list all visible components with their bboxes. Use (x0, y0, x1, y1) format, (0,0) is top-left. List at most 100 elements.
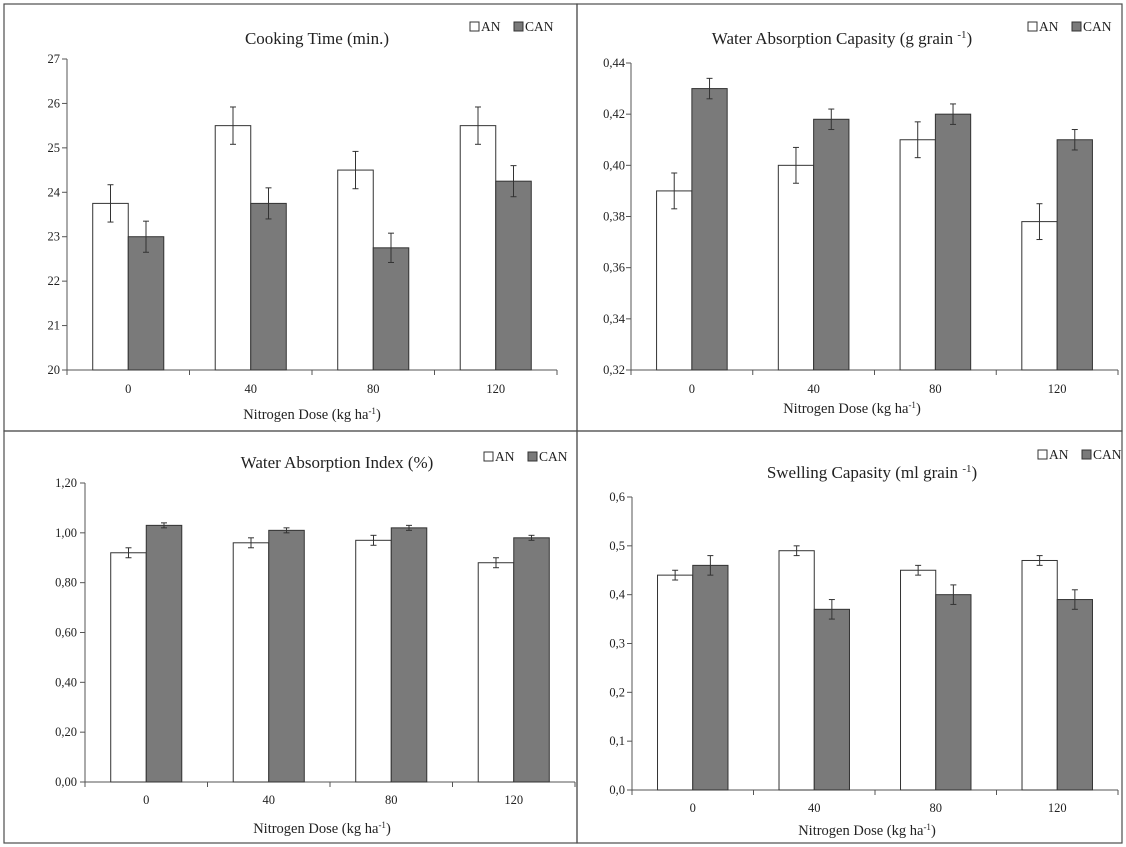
bar-can-0 (692, 564, 729, 791)
bar-an-40 (214, 125, 252, 371)
x-tick-label: 120 (1048, 382, 1067, 396)
bar-can-40 (250, 202, 287, 371)
legend-label-an: AN (495, 449, 515, 464)
bar-an-80 (337, 169, 374, 371)
y-tick-label: 20 (48, 363, 61, 377)
bar-an-40 (778, 550, 815, 791)
legend-label-an: AN (1049, 447, 1069, 462)
y-tick-label: 0,3 (609, 637, 625, 651)
chart-panel-2: 0,32 0,34 0,36 0,38 0,40 0,42 0,44 0 40 80 120 Wate… (576, 3, 1123, 432)
x-axis-label: Nitrogen Dose (kg ha-1) (783, 400, 921, 417)
chart-title: Water Absorption Index (%) (241, 453, 434, 472)
bar-an-80 (900, 569, 937, 791)
bar-an-120 (459, 125, 497, 371)
legend-label-can: CAN (1083, 19, 1112, 34)
y-tick-label: 0,40 (603, 158, 625, 172)
legend-swatch-an (469, 21, 480, 32)
y-tick-label: 0,32 (603, 363, 625, 377)
bar-an-120 (1021, 221, 1058, 371)
bar-can-80 (390, 527, 428, 783)
y-tick-label: 0,2 (609, 685, 625, 699)
bar-can-80 (372, 247, 410, 371)
bar-an-80 (899, 139, 936, 371)
panel-frame (576, 430, 1123, 844)
x-tick-label: 80 (930, 801, 943, 815)
chart-panel-3: 0,00 0,20 0,40 0,60 0,80 1,00 1,20 0 40 80 120 Wate… (3, 430, 578, 844)
legend-swatch-can (513, 21, 524, 32)
y-tick-label: 26 (48, 96, 61, 110)
y-tick-label: 21 (48, 319, 61, 333)
bar-an-80 (355, 539, 392, 783)
bar-an-120 (477, 562, 515, 783)
x-tick-label: 40 (808, 801, 821, 815)
chart-panel-4: 0,0 0,1 0,2 0,3 0,4 0,5 0,6 0 40 80 120 Swelling Ca… (576, 430, 1123, 844)
y-tick-label: 24 (48, 185, 61, 199)
legend-swatch-can (1081, 449, 1092, 460)
bar-can-0 (127, 236, 165, 371)
y-tick-label: 0,6 (609, 490, 625, 504)
x-axis-label: Nitrogen Dose (kg ha-1) (253, 820, 391, 837)
x-tick-label: 120 (1048, 801, 1067, 815)
y-tick-label: 0,20 (55, 725, 77, 739)
y-tick-label: 0,1 (609, 734, 625, 748)
bar-an-40 (232, 542, 270, 783)
chart-title: Water Absorption Capasity (g grain -1) (712, 29, 972, 48)
x-tick-label: 0 (689, 382, 695, 396)
x-axis-label: Nitrogen Dose (kg ha-1) (798, 822, 936, 839)
y-tick-label: 0,44 (603, 56, 626, 70)
x-tick-label: 40 (807, 382, 820, 396)
bar-can-120 (1056, 599, 1093, 791)
legend-swatch-can (527, 451, 538, 462)
x-tick-label: 120 (504, 793, 523, 807)
legend-swatch-an (483, 451, 494, 462)
y-tick-label: 0,34 (603, 312, 626, 326)
y-tick-label: 27 (48, 52, 61, 66)
bar-an-120 (1021, 559, 1058, 791)
x-tick-label: 120 (486, 382, 505, 396)
x-tick-label: 0 (690, 801, 696, 815)
y-tick-label: 0,0 (609, 783, 625, 797)
legend-label-can: CAN (1093, 447, 1122, 462)
x-axis-label: Nitrogen Dose (kg ha-1) (243, 406, 381, 423)
bar-an-0 (110, 552, 147, 783)
y-tick-label: 0,4 (609, 588, 625, 602)
legend-label-can: CAN (539, 449, 568, 464)
legend-label-an: AN (1039, 19, 1059, 34)
y-tick-label: 0,42 (603, 107, 625, 121)
bar-an-0 (657, 574, 694, 791)
y-tick-label: 0,80 (55, 576, 77, 590)
bar-an-0 (656, 190, 693, 371)
y-tick-label: 0,38 (603, 210, 625, 224)
y-tick-label: 1,00 (55, 526, 77, 540)
bar-can-0 (691, 88, 728, 371)
chart-panel-1: 20 21 22 23 24 25 26 27 0 40 80 120 Cooking Time (mi… (3, 3, 578, 432)
y-tick-label: 25 (48, 141, 61, 155)
chart-title: Cooking Time (min.) (245, 29, 389, 48)
chart-title: Swelling Capasity (ml grain -1) (767, 463, 977, 482)
legend-label-can: CAN (525, 19, 554, 34)
y-tick-label: 23 (48, 230, 61, 244)
y-tick-label: 0,5 (609, 539, 625, 553)
bar-an-0 (92, 202, 129, 371)
x-tick-label: 0 (125, 382, 131, 396)
bar-an-40 (777, 164, 815, 371)
y-tick-label: 0,60 (55, 626, 77, 640)
bar-can-40 (813, 608, 850, 791)
legend-swatch-an (1027, 21, 1038, 32)
legend-swatch-an (1037, 449, 1048, 460)
y-tick-label: 1,20 (55, 476, 77, 490)
bar-can-40 (268, 529, 305, 783)
x-tick-label: 0 (143, 793, 149, 807)
legend-swatch-can (1071, 21, 1082, 32)
x-tick-label: 80 (367, 382, 380, 396)
y-tick-label: 0,00 (55, 775, 77, 789)
bar-can-120 (513, 537, 550, 783)
bar-can-40 (813, 118, 850, 371)
x-tick-label: 40 (263, 793, 276, 807)
y-tick-label: 22 (48, 274, 61, 288)
bar-can-0 (145, 524, 183, 783)
bar-can-80 (935, 594, 972, 791)
y-tick-label: 0,36 (603, 261, 625, 275)
bar-can-120 (495, 180, 532, 371)
